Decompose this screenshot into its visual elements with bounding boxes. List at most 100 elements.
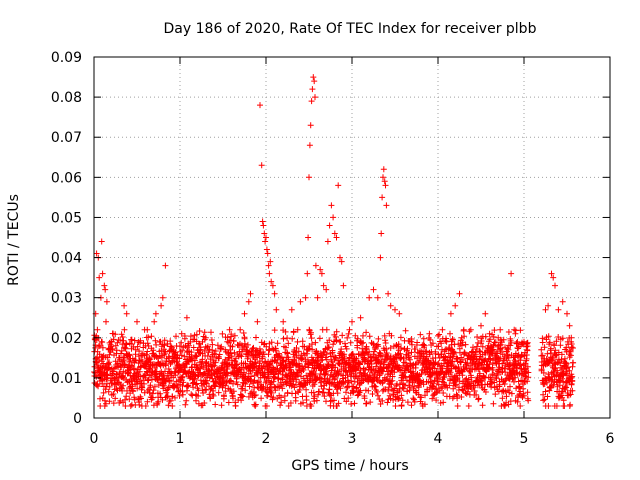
data-point (126, 396, 133, 403)
data-point (461, 350, 468, 357)
data-point (479, 402, 486, 409)
data-point (223, 379, 230, 386)
data-point (332, 333, 339, 340)
data-point (226, 354, 233, 361)
data-point (180, 379, 187, 386)
data-point (379, 194, 386, 201)
data-point (436, 355, 443, 361)
data-point (402, 360, 409, 366)
data-point (143, 351, 150, 358)
data-point (340, 282, 347, 289)
data-point (329, 347, 336, 354)
data-point (121, 302, 128, 309)
data-point (375, 392, 381, 399)
data-point (366, 333, 373, 340)
data-point (321, 393, 328, 400)
data-point (98, 238, 105, 245)
data-point (313, 397, 320, 404)
data-point (417, 331, 424, 338)
data-point (450, 350, 457, 356)
data-point (520, 385, 527, 392)
data-point (421, 342, 428, 349)
data-point (247, 290, 254, 297)
data-point (303, 386, 310, 393)
data-point (151, 383, 158, 390)
data-point (307, 122, 314, 129)
data-point (310, 74, 317, 81)
data-point (363, 400, 370, 407)
data-point (310, 389, 317, 396)
data-point (134, 318, 140, 325)
data-point (357, 314, 364, 321)
x-tick-labels: 0 1 2 3 4 5 6 (90, 431, 615, 447)
data-point (284, 350, 291, 357)
data-point (524, 339, 531, 346)
data-point (337, 254, 343, 261)
data-point (240, 330, 247, 336)
data-point (488, 380, 495, 387)
data-point (268, 339, 275, 346)
data-point (330, 341, 337, 348)
data-point (374, 294, 381, 301)
data-point (346, 326, 353, 333)
data-point (487, 336, 493, 343)
data-point (330, 214, 337, 221)
data-point (94, 326, 101, 333)
data-point (435, 332, 441, 339)
data-point (302, 294, 309, 301)
data-point (557, 360, 564, 367)
data-point (275, 375, 282, 382)
data-point (153, 341, 160, 348)
data-point (272, 374, 278, 381)
data-point (230, 380, 236, 387)
data-point (134, 343, 141, 350)
data-point (326, 386, 333, 393)
data-point (333, 234, 340, 241)
data-point (178, 339, 185, 346)
data-point (447, 369, 454, 376)
data-point (501, 381, 508, 387)
x-tick-label: 0 (90, 431, 99, 447)
data-point (187, 333, 194, 340)
data-point (404, 399, 411, 406)
data-point (123, 393, 130, 400)
data-point (335, 400, 342, 407)
data-point (566, 347, 573, 354)
data-point (520, 392, 527, 399)
data-point (267, 388, 274, 395)
data-point (385, 387, 392, 394)
data-point (566, 367, 573, 374)
data-point (303, 372, 310, 379)
data-point (557, 342, 564, 349)
data-point (146, 389, 153, 396)
data-point (542, 306, 549, 313)
data-point (130, 388, 137, 395)
data-point (421, 401, 428, 408)
data-point (354, 342, 361, 349)
data-point (185, 382, 192, 389)
data-point (502, 344, 508, 351)
data-point (238, 397, 245, 404)
data-point (392, 306, 398, 313)
data-point (512, 330, 519, 337)
data-point (541, 344, 548, 351)
data-point (438, 340, 445, 347)
data-point (164, 341, 171, 347)
x-tick-label: 3 (348, 431, 357, 447)
data-point (262, 238, 269, 245)
data-point (317, 266, 324, 273)
data-point (342, 340, 348, 347)
data-point (163, 394, 170, 401)
data-point (560, 397, 567, 404)
data-point (496, 364, 503, 371)
data-point (246, 383, 253, 390)
chart-title: Day 186 of 2020, Rate Of TEC Index for r… (164, 21, 537, 37)
data-point (108, 338, 115, 345)
data-point (384, 399, 391, 406)
data-point (545, 302, 552, 309)
data-point (285, 340, 292, 347)
data-point (569, 378, 576, 385)
data-point (567, 352, 574, 359)
data-point (345, 395, 352, 402)
data-point (553, 338, 560, 345)
